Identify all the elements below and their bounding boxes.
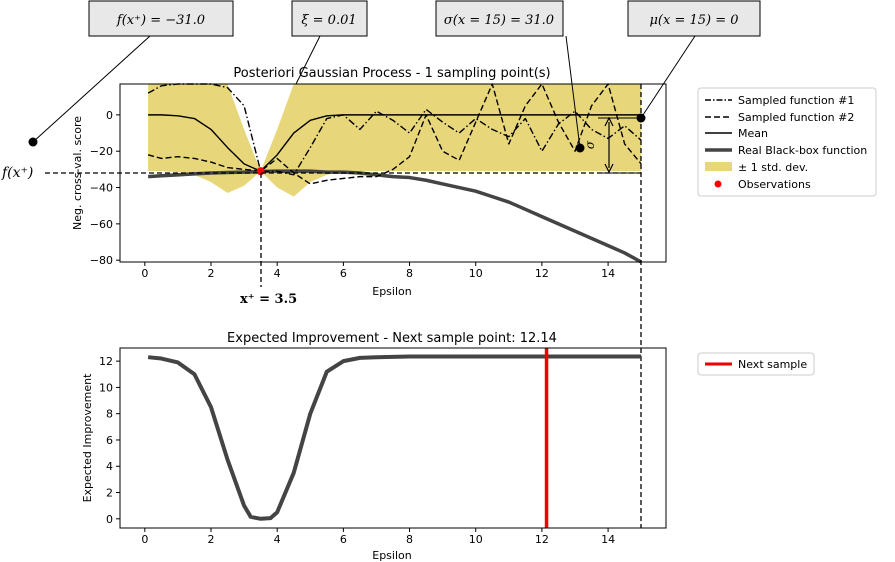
sigma-arrow-head-down — [604, 163, 614, 174]
ei-x-tick-label: 4 — [274, 533, 281, 546]
gp-y-ticks: 0 −20 −40 −60 −80 — [90, 109, 120, 267]
f-label-dot — [28, 137, 38, 147]
ei-x-tick-label: 0 — [141, 533, 148, 546]
gp-x-tick-label: 2 — [208, 267, 215, 280]
ei-y-ticks: 0 2 4 6 8 10 12 — [99, 355, 120, 526]
mu-connector — [640, 35, 696, 119]
ei-x-tick-label: 6 — [340, 533, 347, 546]
gp-x-tick-label: 12 — [535, 267, 549, 280]
legend-label-observations: Observations — [738, 178, 811, 191]
legend-label-next-sample: Next sample — [738, 358, 807, 371]
sampled-function-2-line — [147, 83, 642, 185]
legend-label-sampled1: Sampled function #1 — [738, 94, 854, 107]
annotation-layer: σ f(x⁺) = −31.0 ξ = 0.01 σ(x = 15) = 31.… — [1, 0, 761, 528]
xplus-label: x⁺ = 3.5 — [240, 292, 297, 307]
legend-label-real: Real Black-box function — [738, 144, 867, 157]
gp-y-tick-label: −60 — [90, 218, 113, 231]
ei-y-tick-label: 12 — [99, 355, 113, 368]
ei-legend: Next sample — [697, 352, 815, 376]
gp-x-tick-label: 0 — [141, 267, 148, 280]
ei-x-tick-label: 10 — [469, 533, 483, 546]
ei-y-tick-label: 6 — [106, 434, 113, 447]
gp-y-tick-label: −20 — [90, 145, 113, 158]
sigma-symbol-label: σ — [583, 140, 597, 149]
real-function-line — [148, 169, 643, 264]
sampled-function-1-line — [147, 83, 642, 176]
sigma-label: σ(x = 15) = 31.0 — [444, 13, 554, 28]
mu-label: μ(x = 15) = 0 — [649, 13, 738, 28]
gp-chart-title: Posteriori Gaussian Process - 1 sampling… — [233, 66, 550, 81]
ei-y-tick-label: 4 — [106, 460, 113, 473]
ei-x-tick-label: 12 — [535, 533, 549, 546]
ei-x-ticks: 0 2 4 6 8 10 12 14 — [141, 528, 615, 546]
gp-x-tick-label: 8 — [406, 267, 413, 280]
gp-x-tick-label: 14 — [601, 267, 615, 280]
gp-chart: Posteriori Gaussian Process - 1 sampling… — [71, 66, 667, 298]
xi-connector — [295, 35, 321, 85]
sigma-label-box — [435, 0, 564, 37]
ei-x-tick-label: 8 — [406, 533, 413, 546]
gp-x-tick-label: 6 — [340, 267, 347, 280]
gp-x-tick-label: 4 — [274, 267, 281, 280]
gp-legend-frame — [697, 87, 877, 197]
legend-swatch-std — [705, 162, 732, 171]
std-dev-band — [148, 84, 642, 197]
f-label-connector — [32, 35, 151, 143]
gp-x-axis-label: Epsilon — [372, 285, 412, 298]
gp-legend: Sampled function #1 Sampled function #2 … — [697, 87, 877, 197]
ei-y-tick-label: 2 — [106, 487, 113, 500]
sigma-connector — [565, 35, 581, 149]
ei-y-tick-label: 0 — [106, 513, 113, 526]
legend-label-sampled2: Sampled function #2 — [738, 111, 854, 124]
gp-y-tick-label: −40 — [90, 182, 113, 195]
ei-y-tick-label: 8 — [106, 408, 113, 421]
ei-x-tick-label: 14 — [601, 533, 615, 546]
sigma-label-dot — [575, 143, 585, 153]
ei-lines-layer — [147, 348, 642, 528]
ei-x-tick-label: 2 — [208, 533, 215, 546]
gp-x-tick-label: 10 — [469, 267, 483, 280]
ei-plot-frame — [119, 347, 667, 529]
gp-lines-layer — [147, 83, 643, 264]
gp-y-tick-label: 0 — [106, 109, 113, 122]
gp-y-tick-label: −80 — [90, 254, 113, 267]
ei-chart-title: Expected Improvement - Next sample point… — [227, 331, 557, 346]
f-label: f(x⁺) = −31.0 — [116, 13, 205, 28]
ei-legend-frame — [697, 352, 815, 376]
ei-y-tick-label: 10 — [99, 381, 113, 394]
legend-label-mean: Mean — [738, 127, 768, 140]
ei-y-axis-label: Expected Improvement — [81, 373, 94, 503]
mu-label-box — [627, 0, 761, 37]
fxplus-side-label: f(x⁺) — [1, 165, 33, 181]
xi-label-box — [291, 0, 368, 37]
ei-chart: Expected Improvement - Next sample point… — [81, 331, 667, 562]
mean-line — [148, 114, 642, 172]
expected-improvement-line — [147, 354, 642, 521]
legend-swatch-observation — [714, 180, 722, 188]
f-label-box — [88, 0, 234, 37]
std-band-layer — [148, 84, 642, 197]
xi-label: ξ = 0.01 — [301, 13, 356, 28]
ei-x-axis-label: Epsilon — [372, 549, 412, 562]
legend-label-std: ± 1 std. dev. — [738, 161, 808, 174]
gp-x-ticks: 0 2 4 6 8 10 12 14 — [141, 262, 615, 280]
